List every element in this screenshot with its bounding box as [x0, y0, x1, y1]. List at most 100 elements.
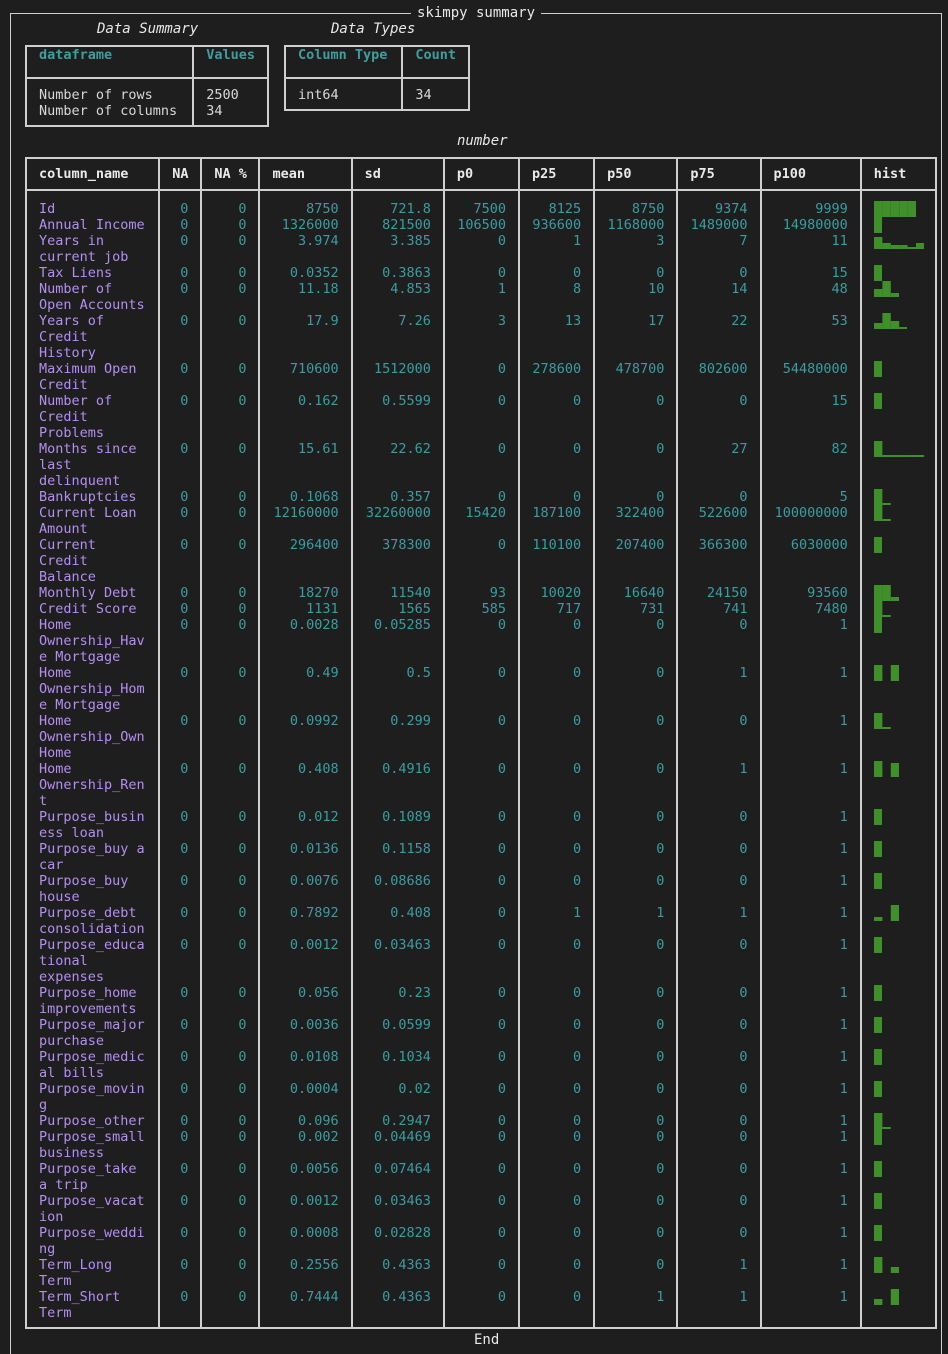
- cell-p50: 731: [593, 601, 678, 617]
- cell-sd: 0.1034: [350, 1049, 444, 1081]
- histogram-bar: [890, 1289, 899, 1305]
- cell-mean: 0.0012: [258, 937, 352, 985]
- cell-na: 0: [158, 841, 202, 873]
- cell-na: 0: [158, 1193, 202, 1225]
- cell-mean: 18270: [258, 585, 352, 601]
- column-name-cell: Home Ownership_Ren t: [39, 761, 145, 809]
- cell-pct: 0: [200, 505, 260, 537]
- histogram-cell: [859, 441, 936, 489]
- column-name-cell: Home Ownership_Hav e Mortgage: [39, 617, 145, 665]
- cell-p100: 1: [759, 809, 861, 841]
- cell-pct: 0: [200, 1129, 260, 1161]
- cell-pct: 0: [200, 233, 260, 265]
- histogram-cell: [859, 1257, 936, 1289]
- cell-p50: 0: [593, 809, 678, 841]
- cell-p100: 14980000: [759, 217, 861, 233]
- histogram-bar: [873, 505, 883, 521]
- histogram-bar: [882, 503, 891, 505]
- histogram-bar: [890, 905, 899, 921]
- cell-na: 0: [158, 905, 202, 937]
- cell-p100: 1: [759, 1113, 861, 1129]
- histogram-bar: [898, 327, 908, 329]
- cell-p0: 3: [442, 313, 520, 361]
- histogram-cell: [859, 281, 936, 313]
- histogram-bar: [898, 201, 908, 217]
- cell-pct: 0: [200, 217, 260, 233]
- cell-p25: 0: [518, 265, 595, 281]
- histogram-sparkline: [873, 1193, 883, 1209]
- cell-p100: 100000000: [759, 505, 861, 537]
- histogram-cell: [859, 1017, 936, 1049]
- cell-na: 0: [158, 281, 202, 313]
- histogram-bar: [873, 601, 883, 617]
- histogram-cell: [859, 1225, 936, 1257]
- cell-p0: 0: [442, 537, 520, 585]
- cell-sd: 721.8: [350, 190, 444, 217]
- cell-na: 0: [158, 393, 202, 441]
- histogram-bar: [873, 841, 883, 857]
- cell-p50: 0: [593, 617, 678, 665]
- skimpy-summary-panel: skimpy summary: [10, 5, 942, 1354]
- histogram-sparkline: [873, 585, 899, 601]
- cell-sd: 0.04469: [350, 1129, 444, 1161]
- cell-p50: 1168000: [593, 217, 678, 233]
- cell-p50: 0: [593, 761, 678, 809]
- histogram-cell: [859, 1161, 936, 1193]
- histogram-bar: [890, 201, 899, 217]
- cell-na: 0: [158, 505, 202, 537]
- table-row: Monthly Debt 0 0 18270 11540 93 10020 16640 2415…: [26, 585, 936, 601]
- cell-p75: 1: [676, 665, 761, 713]
- histogram-bar: [873, 1049, 883, 1065]
- cell-sd: 0.357: [350, 489, 444, 505]
- cell-na: 0: [158, 489, 202, 505]
- cell-mean: 0.7444: [258, 1289, 352, 1328]
- cell-pct: 0: [200, 937, 260, 985]
- cell-mean: 0.0352: [258, 265, 352, 281]
- cell-p50: 0: [593, 1129, 678, 1161]
- table-row: Purpose_small business 0 0 0.002 0.04469 0 0 0 0…: [26, 1129, 936, 1161]
- histogram-sparkline: [873, 665, 899, 681]
- cell-sd: 0.3863: [350, 265, 444, 281]
- histogram-bar: [873, 1299, 883, 1305]
- cell-p100: 1: [759, 665, 861, 713]
- histogram-bar: [873, 761, 883, 777]
- cell-p100: 1: [759, 1017, 861, 1049]
- cell-p0: 0: [442, 937, 520, 985]
- cell-mean: 0.7892: [258, 905, 352, 937]
- histogram-cell: [859, 217, 936, 233]
- cell-p100: 11: [759, 233, 861, 265]
- histogram-bar: [873, 937, 883, 953]
- data-types-type-cell: int64: [298, 87, 339, 103]
- cell-p50: 0: [593, 873, 678, 905]
- cell-p100: 15: [759, 265, 861, 281]
- column-name-cell: Home Ownership_Hom e Mortgage: [39, 665, 145, 713]
- cell-p25: 0: [518, 809, 595, 841]
- cell-p50: 0: [593, 985, 678, 1017]
- histogram-bar: [882, 585, 891, 601]
- cell-na: 0: [158, 937, 202, 985]
- histogram-cell: [859, 617, 936, 665]
- cell-p100: 1: [759, 905, 861, 937]
- cell-p25: 0: [518, 441, 595, 489]
- cell-p25: 13: [518, 313, 595, 361]
- cell-na: 0: [158, 873, 202, 905]
- column-name-cell: Tax Liens: [39, 265, 113, 281]
- column-name-cell: Maximum Open Credit: [39, 361, 137, 393]
- column-name-cell: Term_Long Term: [39, 1257, 113, 1289]
- cell-mean: 0.162: [258, 393, 352, 441]
- histogram-sparkline: [873, 1129, 883, 1145]
- column-name-cell: Purpose_other: [39, 1113, 145, 1129]
- cell-p25: 0: [518, 1017, 595, 1049]
- column-name-cell: Number of Credit Problems: [39, 393, 113, 441]
- cell-p75: 0: [676, 937, 761, 985]
- cell-p0: 7500: [442, 190, 520, 217]
- cell-p75: 14: [676, 281, 761, 313]
- histogram-sparkline: [873, 873, 883, 889]
- cell-sd: 3.385: [350, 233, 444, 265]
- number-table-header-row: column_name NA NA % mean sd p0 p25 p50 p…: [26, 158, 936, 191]
- histogram-bar: [873, 985, 883, 1001]
- cell-pct: 0: [200, 1049, 260, 1081]
- cell-p75: 1: [676, 905, 761, 937]
- histogram-cell: [859, 809, 936, 841]
- cell-p0: 0: [442, 1129, 520, 1161]
